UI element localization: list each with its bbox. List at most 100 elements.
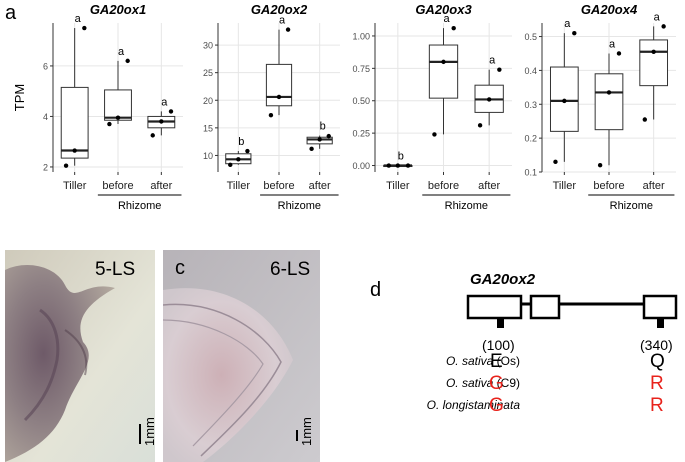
gene-model-title: GA20ox2: [470, 271, 536, 288]
data-point: [236, 157, 241, 162]
significance-letter: b: [238, 136, 244, 148]
data-point: [285, 27, 291, 32]
y-tick-label: 20: [203, 96, 213, 106]
y-tick-label: 0.25: [352, 129, 370, 139]
scale-label-b: 1mm: [142, 417, 157, 446]
y-tick-label: 0.00: [352, 161, 370, 171]
panel-letter-d: d: [370, 279, 382, 301]
box: [104, 89, 132, 121]
box: [428, 44, 459, 99]
data-point: [82, 25, 87, 31]
data-point: [107, 121, 112, 127]
data-point: [309, 146, 314, 152]
data-point: [395, 163, 401, 168]
y-tick-label: 4: [43, 112, 48, 122]
aa-row3-pos2: R: [650, 395, 664, 416]
data-point: [597, 163, 603, 168]
data-point: [477, 123, 483, 128]
x-tick-label: Tiller: [386, 180, 410, 192]
data-point: [268, 112, 274, 118]
data-point: [245, 148, 250, 154]
box-plot-panel: GA20ox1 2 4 6 a a a Tiller before after Rhizome TPM…: [12, 2, 676, 212]
data-point: [159, 119, 164, 124]
chart-title: GA20ox1: [90, 2, 146, 17]
box: [265, 63, 293, 107]
aa-row3-pos1: G: [489, 395, 504, 416]
x-tick-label: before: [102, 180, 133, 192]
data-point: [72, 148, 77, 153]
x-tick-label: before: [428, 180, 459, 192]
x-tick-label: Tiller: [63, 180, 87, 192]
data-point: [168, 109, 174, 114]
data-point: [651, 49, 656, 54]
data-point: [451, 25, 456, 31]
species-name: O. longistaminata: [426, 398, 520, 412]
y-tick-label: 0.75: [352, 64, 370, 74]
data-point: [386, 163, 391, 168]
data-point: [642, 117, 648, 122]
exon-3: [642, 294, 678, 320]
variant-marker-1: [497, 318, 504, 328]
exon-2: [529, 294, 561, 320]
data-point: [228, 162, 233, 168]
y-tick-label: 0.5: [524, 32, 537, 42]
significance-letter: a: [609, 38, 616, 50]
y-tick-label: 6: [43, 61, 48, 71]
data-point: [63, 163, 69, 168]
chart-title: GA20ox3: [415, 2, 472, 17]
aa-row1-pos1: E: [490, 351, 503, 372]
micrograph-b: [5, 250, 155, 462]
significance-letter: b: [320, 121, 326, 133]
species-row-3: O. longistaminata: [360, 398, 520, 412]
data-point: [486, 97, 492, 102]
significance-letter: a: [118, 46, 125, 58]
group-label: Rhizome: [278, 200, 321, 212]
data-point: [326, 133, 331, 139]
panel-letter-c: c: [175, 257, 185, 279]
scale-label-c: 1mm: [299, 417, 314, 446]
data-point: [497, 67, 502, 72]
y-tick-label: 0.4: [524, 66, 537, 76]
x-tick-label: after: [478, 180, 500, 192]
panel-letter-a: a: [5, 2, 17, 24]
group-label: Rhizome: [445, 200, 488, 212]
y-tick-label: 0.2: [524, 134, 537, 144]
data-point: [616, 51, 622, 56]
aa-row2-pos1: G: [489, 373, 504, 394]
y-tick-label: 10: [203, 151, 213, 161]
significance-letter: a: [75, 13, 82, 25]
data-point: [606, 90, 612, 95]
data-point: [432, 132, 437, 137]
stage-label-b: 5-LS: [95, 259, 136, 280]
aa-row1-pos2: Q: [650, 351, 665, 372]
x-tick-label: after: [150, 180, 172, 192]
significance-letter: a: [279, 15, 286, 27]
stage-label-c: 6-LS: [270, 259, 311, 280]
position-label-2: (340): [640, 337, 673, 353]
x-tick-label: before: [593, 180, 624, 192]
aa-row2-pos2: R: [650, 373, 664, 394]
y-axis-label: TPM: [12, 84, 27, 111]
group-label: Rhizome: [610, 200, 653, 212]
x-tick-label: before: [263, 180, 294, 192]
exon-1: [466, 294, 523, 320]
species-name: O. sativa: [445, 376, 494, 390]
data-point: [553, 159, 558, 165]
data-point: [661, 24, 666, 29]
x-tick-label: after: [643, 180, 665, 192]
significance-letter: b: [398, 151, 404, 163]
y-tick-label: 0.50: [352, 96, 370, 106]
scale-bar-b: [139, 424, 141, 444]
y-tick-label: 0.3: [524, 100, 537, 110]
data-point: [441, 59, 446, 65]
data-point: [150, 133, 155, 138]
data-point: [572, 30, 577, 36]
y-tick-label: 0.1: [524, 168, 537, 178]
box: [639, 39, 669, 87]
data-point: [317, 137, 322, 142]
y-tick-label: 1.00: [352, 31, 370, 41]
y-tick-label: 25: [203, 68, 213, 78]
species-abbr: (Os): [496, 354, 520, 368]
y-tick-label: 2: [43, 162, 48, 172]
